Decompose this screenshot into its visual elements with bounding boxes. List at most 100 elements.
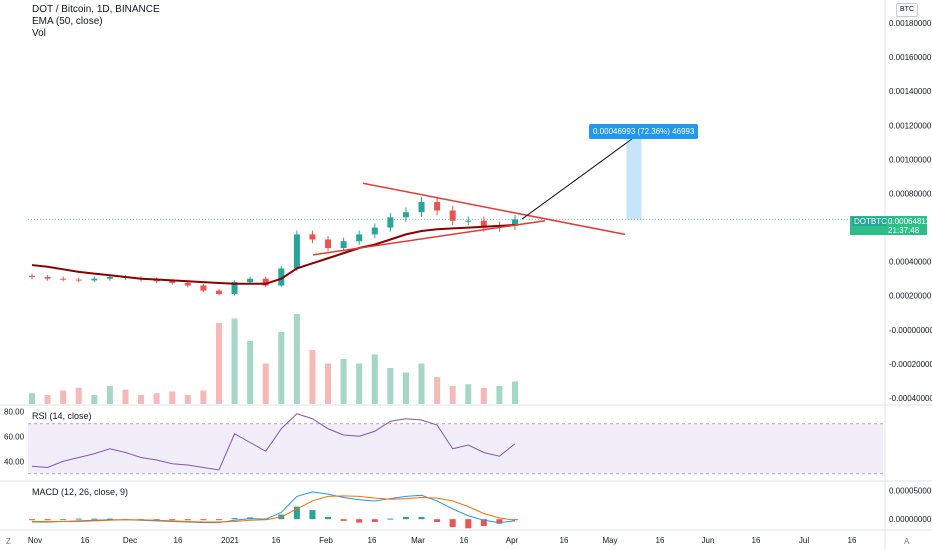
volume-bar	[60, 390, 67, 404]
time-tick-label: Feb	[319, 536, 333, 545]
time-tick-label: Jun	[702, 536, 715, 545]
time-tick-label: Dec	[123, 536, 137, 545]
volume-bar	[169, 391, 176, 404]
volume-bar	[122, 389, 129, 404]
candle-body	[418, 202, 425, 213]
candle-body	[262, 278, 269, 286]
candle-body	[465, 220, 472, 222]
volume-bar	[215, 323, 222, 404]
time-tick-label: Mar	[411, 536, 425, 545]
volume-bar	[247, 341, 254, 404]
volume-bar	[91, 395, 98, 404]
candle-body	[106, 276, 113, 279]
rsi-title[interactable]: RSI (14, close)	[30, 411, 94, 421]
price-tick-label: 0.00120000	[889, 121, 932, 130]
candle-body	[340, 241, 347, 249]
volume-bar	[340, 359, 347, 404]
macd-histogram-bar	[231, 518, 238, 520]
volume-bar	[309, 350, 316, 404]
volume-bar	[138, 395, 145, 404]
volume-bar	[418, 363, 425, 404]
volume-bar	[293, 314, 300, 404]
macd-histogram-bar	[44, 519, 51, 521]
candle-body	[293, 234, 300, 269]
candle-body	[91, 278, 98, 281]
volume-bar	[200, 390, 207, 404]
candle-body	[184, 282, 191, 286]
macd-histogram-bar	[465, 519, 472, 529]
volume-bar	[496, 386, 503, 404]
macd-histogram-bar	[434, 519, 441, 523]
volume-bar	[325, 363, 332, 404]
time-tick-label: 16	[368, 536, 377, 545]
macd-title[interactable]: MACD (12, 26, close, 9)	[30, 487, 131, 497]
candle-body	[215, 290, 222, 295]
volume-bar	[371, 354, 378, 404]
candle-body	[402, 212, 409, 218]
time-tick-label: Nov	[28, 536, 42, 545]
candle-body	[434, 202, 441, 211]
legend-symbol[interactable]: DOT / Bitcoin, 1D, BINANCE	[32, 4, 160, 15]
macd-signal-line	[32, 495, 516, 523]
macd-histogram-bar	[60, 519, 67, 521]
macd-tick-label: 0.00005000	[889, 487, 932, 496]
price-tag-symbol: DOTBTC	[852, 217, 887, 226]
legend-ema[interactable]: EMA (50, close)	[32, 16, 103, 27]
candle-body	[356, 234, 363, 242]
volume-bar	[44, 395, 51, 404]
price-tick-label: 0.00040000	[889, 258, 932, 267]
candle-body	[231, 282, 238, 295]
volume-bar	[153, 393, 160, 404]
macd-histogram-bar	[402, 516, 409, 520]
macd-histogram-bar	[371, 519, 378, 523]
legend-vol[interactable]: Vol	[32, 28, 46, 39]
price-tick-label: 0.00020000	[889, 292, 932, 301]
time-tick-label: 16	[81, 536, 90, 545]
candle-body	[75, 279, 82, 281]
measure-label[interactable]: 0.00046993 (72.36%) 46993	[589, 124, 699, 139]
macd-histogram-bar	[75, 518, 82, 520]
auto-scale-button[interactable]: A	[904, 537, 910, 546]
volume-bar	[231, 318, 238, 404]
candle-body	[449, 210, 456, 221]
macd-histogram-bar	[293, 506, 300, 520]
macd-histogram-bar	[91, 518, 98, 520]
timezone-button[interactable]: Z	[6, 537, 11, 546]
price-tag-countdown: 21:37:48	[888, 226, 920, 235]
price-tick-label: -0.00020000	[889, 360, 932, 369]
macd-histogram-bar	[325, 516, 332, 520]
volume-bar	[480, 387, 487, 404]
projection-arrow	[521, 138, 633, 220]
candle-body	[278, 268, 285, 286]
candle-body	[44, 276, 51, 279]
macd-histogram-bar	[153, 519, 160, 521]
upper-trendline	[362, 182, 626, 236]
volume-bar	[106, 386, 113, 404]
macd-histogram-bar	[106, 518, 113, 520]
volume-bar	[184, 395, 191, 404]
rsi-line	[31, 413, 516, 471]
price-tick-label: -0.00000000	[889, 326, 932, 335]
candle-body	[512, 219, 518, 226]
volume-bar	[262, 363, 269, 404]
candle-body	[309, 234, 316, 240]
time-tick-label: Apr	[506, 536, 519, 545]
candle-body	[200, 285, 207, 291]
volume-bar	[434, 377, 441, 404]
price-tick-label: -0.00040000	[889, 394, 932, 403]
time-tick-label: 16	[752, 536, 761, 545]
price-tick-label: 0.00140000	[889, 87, 932, 96]
macd-histogram-bar	[340, 519, 347, 521]
macd-histogram-bar	[356, 519, 363, 523]
candle-body	[387, 217, 394, 228]
time-tick-label: 16	[656, 536, 665, 545]
macd-tick-label: 0.00000000	[889, 515, 932, 524]
volume-bar	[402, 372, 409, 404]
legend: DOT / Bitcoin, 1D, BINANCE EMA (50, clos…	[32, 4, 160, 40]
measure-box	[626, 138, 642, 220]
rsi-tick-label: 60.00	[4, 432, 25, 441]
candle-body	[60, 278, 67, 280]
currency-unit-button[interactable]: BTC	[896, 3, 918, 17]
volume-bar	[465, 384, 472, 404]
